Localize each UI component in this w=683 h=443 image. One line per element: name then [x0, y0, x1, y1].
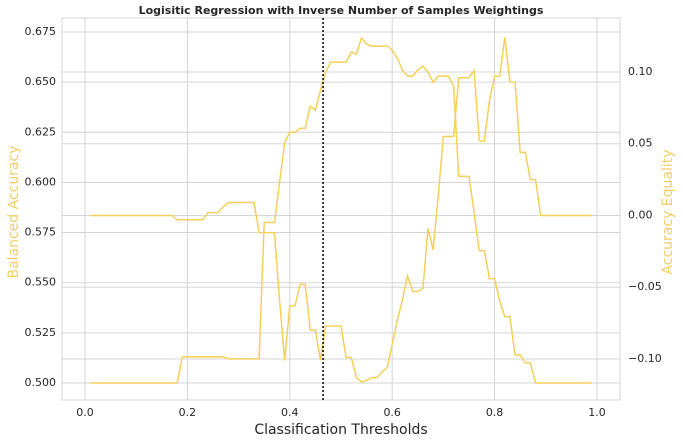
x-tick-label: 1.0	[588, 406, 606, 419]
y-tick-label: 0.600	[25, 175, 57, 188]
data-line	[90, 36, 592, 384]
x-tick-label: 0.0	[76, 406, 94, 419]
y-axis-label: Balanced Accuracy	[6, 145, 22, 278]
y2-tick-label: 0.10	[628, 65, 653, 78]
y-tick-label: 0.650	[25, 75, 57, 88]
x-tick-label: 0.8	[486, 406, 504, 419]
plot-frame	[61, 17, 621, 401]
data-line	[90, 37, 592, 383]
y-tick-label: 0.575	[25, 226, 57, 239]
y2-tick-label: −0.05	[628, 280, 662, 293]
y-tick-label: 0.500	[25, 376, 57, 389]
y2-axis-label: Accuracy Equality	[660, 149, 676, 274]
y2-tick-label: −0.10	[628, 352, 662, 365]
x-tick-label: 0.6	[383, 406, 401, 419]
x-tick-label: 0.4	[281, 406, 299, 419]
y2-tick-label: 0.05	[628, 137, 653, 150]
y-tick-label: 0.550	[25, 276, 57, 289]
chart-title: Logisitic Regression with Inverse Number…	[139, 4, 544, 17]
x-axis-label: Classification Thresholds	[254, 422, 427, 438]
x-tick-label: 0.2	[179, 406, 197, 419]
y2-tick-label: 0.00	[628, 208, 653, 221]
y-tick-label: 0.675	[25, 25, 57, 38]
y-tick-label: 0.625	[25, 125, 57, 138]
y-tick-label: 0.525	[25, 326, 57, 339]
